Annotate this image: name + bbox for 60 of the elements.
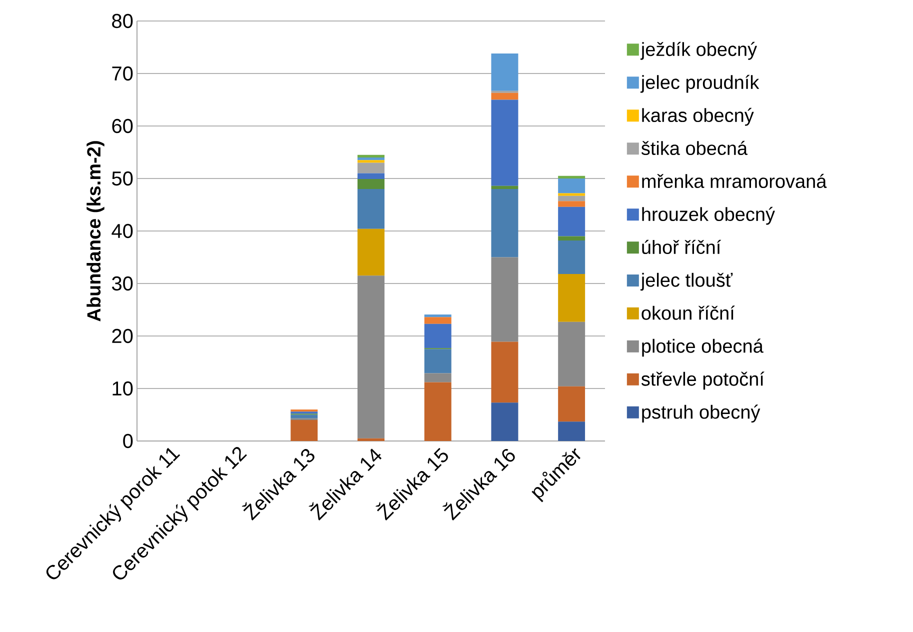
bar [290, 420, 318, 441]
bar [491, 54, 518, 91]
bar [358, 179, 384, 190]
bar [358, 173, 384, 180]
bar [424, 324, 452, 348]
y-tick-label: 50 [112, 171, 133, 186]
bar [358, 228, 384, 276]
legend-label: pstruh obecný [642, 404, 760, 423]
bar [558, 236, 586, 240]
bar [290, 414, 318, 418]
legend-label: jelec proudník [640, 74, 760, 93]
bar [558, 193, 586, 196]
legend-label: štika obecná [641, 140, 748, 156]
legend-label: úhoř říční [642, 240, 722, 254]
legend-label: plotice obecná [642, 338, 764, 357]
bar [558, 240, 586, 274]
bar [358, 276, 384, 438]
bar [558, 274, 586, 322]
y-tick-label: 20 [112, 328, 133, 344]
bar [558, 206, 586, 236]
legend-label: střevle potoční [641, 372, 764, 390]
bar [558, 386, 586, 422]
y-axis-title: Abundance (ks.m-2) [86, 141, 104, 322]
y-tick-label: 10 [112, 381, 133, 396]
bar [491, 92, 518, 100]
bar [424, 373, 452, 382]
legend-label: okoun říční [642, 306, 735, 320]
y-tick-label: 70 [112, 66, 133, 81]
bar [491, 189, 518, 258]
legend-label: ježdík obecný [640, 42, 758, 60]
bar [558, 322, 586, 386]
bar [358, 438, 384, 441]
bar [424, 317, 452, 324]
bar [491, 342, 518, 403]
y-tick-label: 60 [112, 118, 133, 134]
legend-label: karas obecný [642, 108, 754, 126]
y-tick-label: 30 [112, 276, 133, 291]
bar [558, 201, 586, 207]
y-tick-label: 80 [112, 14, 133, 28]
bar [558, 196, 586, 202]
bar [424, 349, 452, 374]
legend-label: mřenka mramorovaná [642, 174, 827, 188]
bar [358, 158, 384, 160]
legend-label: hrouzek obecný [642, 206, 775, 225]
bar [358, 189, 384, 229]
bar [424, 382, 452, 441]
bar [358, 160, 384, 163]
bar [424, 314, 452, 318]
bar [558, 176, 586, 178]
bar [558, 178, 586, 194]
bar [358, 162, 384, 174]
y-tick-label: 0 [123, 434, 133, 448]
legend-label: jelec tloušť [640, 272, 733, 291]
bar [358, 154, 384, 158]
bar [491, 100, 518, 186]
bar [491, 186, 518, 190]
bar [491, 257, 518, 342]
bar [558, 422, 586, 441]
y-tick-label: 40 [112, 224, 133, 238]
bar [491, 402, 518, 441]
